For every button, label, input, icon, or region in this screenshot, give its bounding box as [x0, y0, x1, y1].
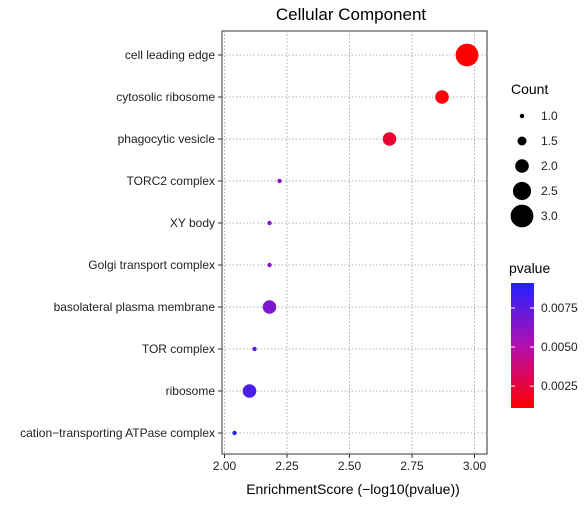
data-point [455, 43, 479, 67]
count-legend-dot [515, 159, 529, 173]
data-point [435, 90, 449, 104]
x-axis-label: EnrichmentScore (−log10(pvalue)) [246, 481, 460, 497]
y-category-label: Golgi transport complex [88, 258, 215, 272]
tick-layer: 2.00 2.25 2.50 2.75 3.00 cell leading edge cyt… [20, 48, 486, 473]
x-tick-label: 2.50 [338, 459, 362, 473]
count-legend-label: 1.0 [541, 109, 558, 123]
data-point [277, 178, 282, 184]
data-point [382, 132, 397, 146]
chart-title: Cellular Component [276, 5, 427, 24]
count-legend-title: Count [511, 81, 548, 97]
data-point [267, 220, 272, 226]
count-legend-dot [512, 181, 532, 201]
y-category-label: basolateral plasma membrane [54, 300, 216, 314]
x-tick-label: 2.00 [213, 459, 237, 473]
count-legend-label: 2.5 [541, 184, 558, 198]
data-point [242, 384, 257, 398]
y-category-label: cell leading edge [125, 48, 215, 62]
y-category-label: cytosolic ribosome [116, 90, 215, 104]
y-category-label: TORC2 complex [127, 174, 215, 188]
pvalue-colorbar [511, 283, 534, 408]
data-point [252, 346, 257, 352]
grid-layer [222, 31, 487, 454]
x-tick-label: 3.00 [463, 459, 487, 473]
count-legend-dot [517, 136, 527, 146]
data-point [232, 430, 237, 436]
x-tick-label: 2.75 [400, 459, 424, 473]
data-point [267, 262, 272, 268]
y-category-label: ribosome [166, 384, 216, 398]
y-category-label: TOR complex [142, 342, 215, 356]
count-legend-label: 1.5 [541, 134, 558, 148]
pvalue-legend-label: 0.0050 [541, 340, 578, 354]
pvalue-legend: pvalue 0.0075 0.0050 0.0025 [509, 260, 578, 408]
pvalue-legend-label: 0.0075 [541, 301, 578, 315]
count-legend-label: 3.0 [541, 209, 558, 223]
pvalue-legend-label: 0.0025 [541, 379, 578, 393]
point-layer [232, 43, 479, 436]
count-legend-label: 2.0 [541, 159, 558, 173]
y-category-label: cation−transporting ATPase complex [20, 426, 215, 440]
y-category-label: XY body [170, 216, 215, 230]
pvalue-legend-title: pvalue [509, 260, 550, 276]
count-legend-dot [510, 204, 534, 228]
x-tick-label: 2.25 [275, 459, 299, 473]
count-legend-dot [519, 113, 525, 119]
data-point [262, 300, 277, 314]
count-legend: Count 1.0 1.5 2.0 2.5 3.0 [510, 81, 558, 228]
y-category-label: phagocytic vesicle [118, 132, 216, 146]
